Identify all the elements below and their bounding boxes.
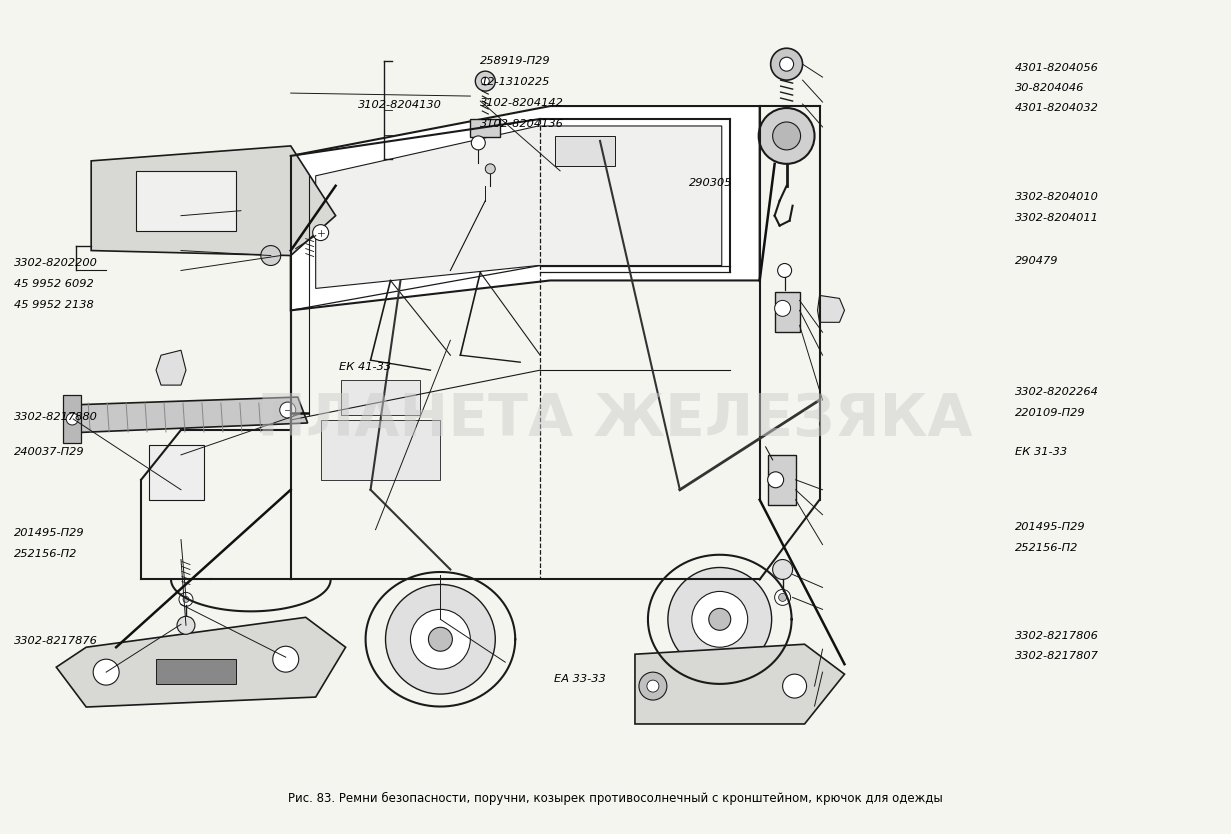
Circle shape (768, 472, 784, 488)
Text: 290305: 290305 (689, 178, 732, 188)
Circle shape (773, 560, 793, 580)
Circle shape (668, 567, 772, 671)
Bar (149, 445, 204, 500)
Text: 3302-8202200: 3302-8202200 (14, 259, 97, 269)
Circle shape (639, 672, 667, 700)
Text: 258919-П29: 258919-П29 (480, 56, 551, 66)
Circle shape (428, 627, 452, 651)
Bar (156, 659, 236, 684)
Circle shape (471, 136, 485, 150)
Polygon shape (291, 106, 760, 310)
Text: ЕК 41-33: ЕК 41-33 (340, 362, 391, 372)
Text: 45 9952 6092: 45 9952 6092 (14, 279, 94, 289)
Circle shape (261, 245, 281, 265)
Circle shape (692, 591, 747, 647)
Text: 201495-П29: 201495-П29 (1014, 522, 1086, 532)
Circle shape (410, 610, 470, 669)
Bar (555, 136, 616, 166)
Circle shape (783, 674, 806, 698)
Circle shape (485, 163, 495, 173)
Polygon shape (635, 644, 844, 724)
Circle shape (709, 608, 731, 631)
Circle shape (758, 108, 815, 163)
Text: 3302-8217876: 3302-8217876 (14, 636, 97, 646)
Polygon shape (91, 146, 336, 255)
Circle shape (279, 402, 295, 418)
Text: 220109-П29: 220109-П29 (1014, 408, 1086, 418)
Circle shape (778, 264, 792, 278)
Bar (63, 395, 81, 443)
Text: 3302-8202264: 3302-8202264 (1014, 387, 1098, 397)
Bar (774, 293, 800, 332)
Text: ПЛАНЕТА ЖЕЛЕЗЯКА: ПЛАНЕТА ЖЕЛЕЗЯКА (257, 391, 972, 449)
Circle shape (774, 590, 790, 605)
Text: 3102-8204136: 3102-8204136 (480, 118, 564, 128)
Circle shape (779, 594, 787, 601)
Text: 240037-П29: 240037-П29 (14, 447, 84, 457)
Text: 3302-8204010: 3302-8204010 (1014, 192, 1098, 202)
Text: 3302-8217880: 3302-8217880 (14, 412, 97, 422)
Text: 3302-8217806: 3302-8217806 (1014, 631, 1098, 641)
Polygon shape (817, 295, 844, 322)
Text: 290479: 290479 (1014, 256, 1059, 266)
Text: 4301-8204056: 4301-8204056 (1014, 63, 1098, 73)
Text: 252156-П2: 252156-П2 (1014, 542, 1078, 552)
Polygon shape (341, 380, 421, 415)
Polygon shape (320, 420, 441, 480)
Polygon shape (68, 397, 308, 433)
Circle shape (648, 680, 659, 692)
Text: 45 9952 2138: 45 9952 2138 (14, 299, 94, 309)
Bar (768, 455, 795, 505)
Circle shape (177, 616, 194, 635)
Circle shape (774, 300, 790, 316)
Polygon shape (315, 126, 721, 289)
Polygon shape (156, 350, 186, 385)
Text: 4301-8204032: 4301-8204032 (1014, 103, 1098, 113)
Circle shape (313, 224, 329, 240)
Text: ЕА 33-33: ЕА 33-33 (554, 674, 606, 684)
Circle shape (481, 77, 489, 85)
Text: 252156-П2: 252156-П2 (14, 549, 78, 559)
Text: Рис. 83. Ремни безопасности, поручни, козырек противосолнечный с кронштейном, кр: Рис. 83. Ремни безопасности, поручни, ко… (288, 792, 943, 806)
Text: 3302-8217807: 3302-8217807 (1014, 651, 1098, 661)
Circle shape (385, 585, 495, 694)
Text: ЕК 31-33: ЕК 31-33 (1014, 447, 1067, 457)
Text: 12-1310225: 12-1310225 (480, 77, 550, 87)
Polygon shape (57, 617, 346, 707)
Circle shape (273, 646, 299, 672)
Bar (470, 119, 500, 137)
Circle shape (66, 413, 79, 425)
Text: 30-8204046: 30-8204046 (1014, 83, 1085, 93)
Circle shape (178, 592, 193, 606)
Circle shape (771, 48, 803, 80)
Text: 3302-8204011: 3302-8204011 (1014, 213, 1098, 223)
Circle shape (94, 659, 119, 685)
Circle shape (779, 58, 794, 71)
Text: 3102-8204142: 3102-8204142 (480, 98, 564, 108)
Circle shape (475, 71, 495, 91)
Text: 201495-П29: 201495-П29 (14, 529, 84, 539)
Circle shape (183, 596, 190, 602)
Bar (137, 171, 236, 231)
Text: 3102-8204130: 3102-8204130 (357, 100, 442, 110)
Circle shape (773, 122, 800, 150)
